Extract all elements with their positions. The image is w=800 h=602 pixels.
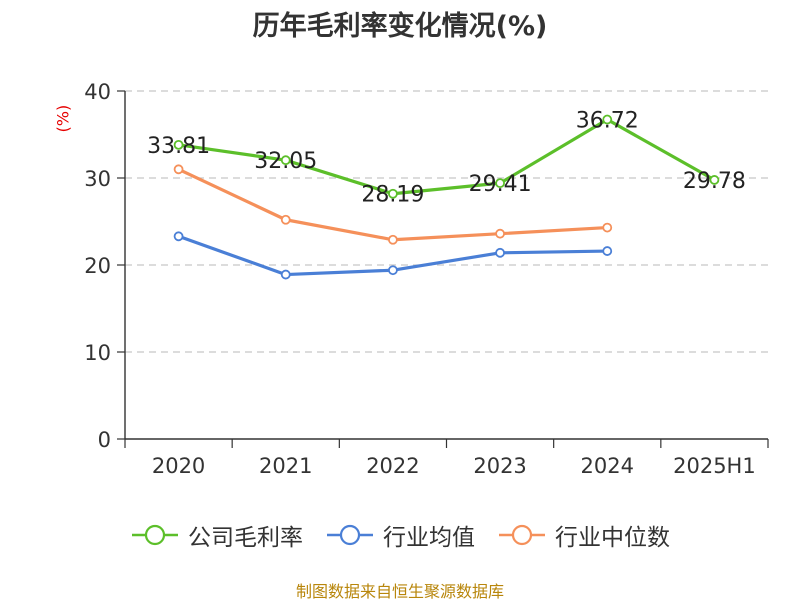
- data-point: [495, 178, 505, 189]
- legend-label: 行业均值: [383, 525, 475, 551]
- x-tick-label: 2021: [259, 454, 312, 478]
- data-label: 33.81: [147, 134, 210, 159]
- data-point: [602, 222, 613, 233]
- y-tick-label: 30: [84, 167, 111, 191]
- data-label: 28.19: [361, 183, 424, 208]
- y-tick-label: 0: [98, 428, 111, 452]
- legend-marker-icon: [327, 524, 373, 546]
- x-tick-label: 2025H1: [673, 454, 756, 478]
- x-tick-label: 2023: [473, 454, 526, 478]
- x-tick-label: 2024: [581, 454, 634, 478]
- data-label: 36.72: [576, 109, 639, 134]
- data-point: [173, 231, 184, 242]
- series-line-1: [178, 117, 716, 196]
- source-note: 制图数据来自恒生聚源数据库: [295, 582, 504, 601]
- data-point: [280, 269, 291, 280]
- data-point: [280, 155, 291, 166]
- x-tick-label: 2022: [366, 454, 419, 478]
- legend-item-1[interactable]: 公司毛利率: [130, 518, 303, 552]
- x-tick-label: 2020: [152, 454, 205, 478]
- y-tick-label: 40: [84, 80, 111, 104]
- legend-label: 行业中位数: [555, 525, 670, 551]
- data-label: 29.78: [683, 169, 746, 194]
- data-label: 29.41: [469, 172, 532, 197]
- data-label: 32.05: [254, 149, 317, 174]
- data-point: [388, 188, 398, 199]
- legend-marker-icon: [132, 524, 178, 546]
- data-point: [388, 234, 398, 245]
- y-tick-label: 20: [84, 254, 111, 278]
- data-point: [602, 114, 613, 125]
- legend-label: 公司毛利率: [188, 525, 303, 551]
- legend-item-3[interactable]: 行业中位数: [497, 518, 670, 552]
- data-point: [173, 164, 184, 175]
- data-point: [495, 247, 505, 258]
- data-point: [495, 228, 505, 239]
- data-point: [709, 175, 720, 185]
- chart-title: 历年毛利率变化情况(%): [252, 11, 548, 42]
- legend: 公司毛利率 行业均值 行业中位数: [0, 518, 800, 552]
- data-point: [602, 246, 613, 256]
- data-point: [388, 265, 398, 276]
- legend-marker-icon: [499, 524, 545, 546]
- data-point: [173, 139, 184, 150]
- legend-item-2[interactable]: 行业均值: [325, 518, 475, 552]
- y-tick-label: 10: [84, 341, 111, 365]
- data-point: [280, 214, 291, 225]
